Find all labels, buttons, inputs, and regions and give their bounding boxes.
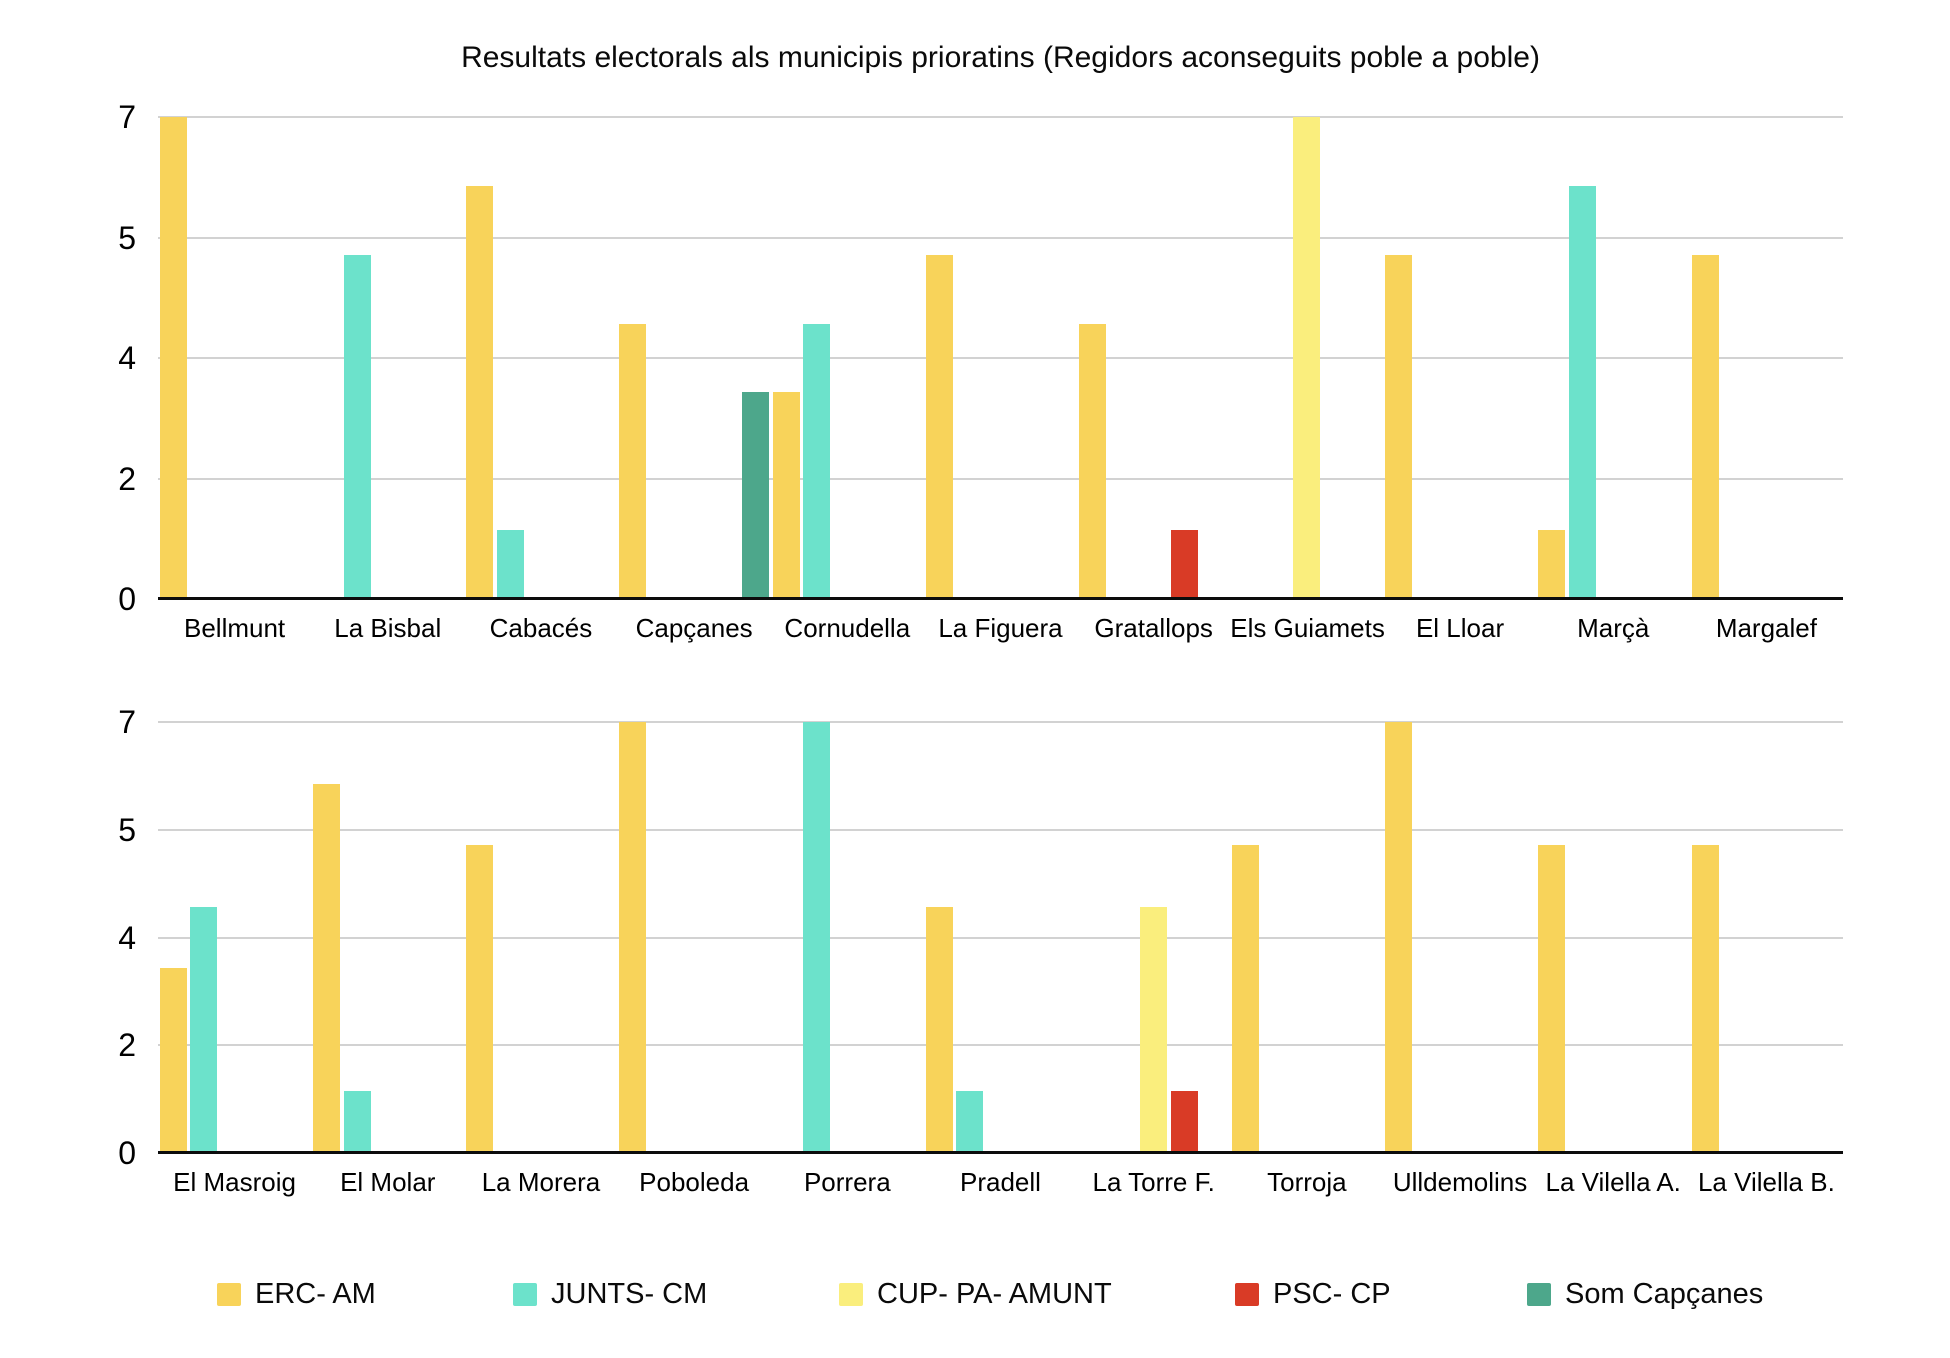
bar-el-molar-erc-am: [313, 783, 340, 1153]
bar-mar--erc-am: [1538, 530, 1566, 599]
legend-swatch-som: [1527, 1282, 1551, 1306]
x-category-label: La Morera: [481, 1167, 601, 1197]
chart-title: Resultats electorals als municipis prior…: [461, 41, 1540, 74]
y-gridline: [158, 236, 1843, 239]
legend-swatch-psc: [1235, 1282, 1259, 1306]
bar-cabac-s-erc-am: [466, 185, 494, 599]
legend-item-junts: JUNTS- CM: [513, 1278, 708, 1310]
bar-la-figuera-erc-am: [925, 254, 953, 599]
legend-swatch-cup: [839, 1282, 863, 1306]
bar-la-torre-f--cup-pa-amunt: [1140, 906, 1168, 1153]
x-category-label: Bellmunt: [184, 613, 286, 643]
bar-margalef-erc-am: [1691, 254, 1719, 599]
x-category-label: Poboleda: [639, 1167, 750, 1197]
bar-la-morera-erc-am: [466, 845, 494, 1153]
y-tick-label: 4: [118, 919, 136, 956]
bar-cap-anes-erc-am: [619, 323, 647, 599]
x-category-label: Marçà: [1577, 613, 1650, 643]
x-category-label: El Molar: [340, 1167, 436, 1197]
x-category-label: Els Guiamets: [1230, 613, 1385, 643]
x-category-label: Cabacés: [489, 613, 593, 643]
y-tick-label: 5: [118, 811, 136, 848]
y-tick-label: 2: [118, 1027, 136, 1064]
x-category-label: Porrera: [803, 1167, 891, 1197]
chart-panel-top: 7 5 4 2 0 Bellmunt La Bisbal Cabacés Capçanes Cor…: [118, 99, 1843, 643]
bar-la-torre-f--psc-cp: [1170, 1091, 1198, 1153]
x-category-label: La Figuera: [938, 613, 1063, 643]
legend-item-psc: PSC- CP: [1235, 1278, 1391, 1310]
y-tick-label: 2: [118, 460, 136, 497]
y-gridline: [158, 116, 1843, 118]
chart-panel-bottom: 7 5 4 2 0 El Masroig El Molar La Morera Poboleda…: [118, 704, 1843, 1197]
legend-label-psc: PSC- CP: [1273, 1278, 1391, 1310]
legend-label-cup: CUP- PA- AMUNT: [877, 1278, 1112, 1310]
legend-item-som: Som Capçanes: [1527, 1278, 1764, 1310]
bar-gratallops-erc-am: [1078, 323, 1106, 599]
bar-la-bisbal-junts-cm: [343, 254, 371, 599]
bar-el-lloar-erc-am: [1385, 254, 1413, 599]
bar-pradell-junts-cm: [956, 1091, 984, 1153]
bar-ulldemolins-erc-am: [1385, 722, 1413, 1153]
bar-la-vilella-b--erc-am: [1691, 845, 1719, 1153]
x-category-label: Margalef: [1715, 613, 1817, 643]
bar-torroja-erc-am: [1232, 845, 1260, 1153]
legend-label-junts: JUNTS- CM: [551, 1278, 708, 1310]
x-category-label: La Torre F.: [1092, 1167, 1215, 1197]
legend: ERC- AM JUNTS- CM CUP- PA- AMUNT PSC- CP…: [0, 1278, 1950, 1310]
legend-label-erc: ERC- AM: [255, 1278, 376, 1310]
x-category-label: Torroja: [1267, 1167, 1347, 1197]
bar-cabac-s-junts-cm: [496, 530, 524, 599]
y-gridline: [158, 936, 1843, 939]
y-tick-label: 5: [118, 219, 136, 256]
bar-cornudella-erc-am: [772, 392, 800, 599]
bar-gratallops-psc-cp: [1170, 530, 1198, 599]
x-category-label: El Masroig: [173, 1167, 296, 1197]
bar-mar--junts-cm: [1569, 185, 1597, 599]
legend-swatch-junts: [513, 1282, 537, 1306]
bar-la-vilella-a--erc-am: [1538, 845, 1566, 1153]
y-tick-label: 0: [118, 581, 136, 617]
y-tick-label: 7: [118, 99, 136, 135]
bar-bellmunt-erc-am: [159, 117, 187, 599]
x-category-label: La Vilella A.: [1545, 1167, 1681, 1197]
y-gridline: [158, 357, 1843, 359]
bar-el-masroig-junts-cm: [190, 906, 218, 1153]
bar-cap-anes-som-cap-anes: [741, 392, 769, 599]
x-axis-baseline: [158, 1151, 1843, 1154]
legend-item-cup: CUP- PA- AMUNT: [839, 1278, 1112, 1310]
x-axis-baseline: [158, 597, 1843, 600]
bar-pradell-erc-am: [925, 906, 953, 1153]
y-gridline: [158, 828, 1843, 831]
bar-poboleda-erc-am: [619, 722, 647, 1153]
x-category-label: Pradell: [960, 1167, 1041, 1197]
x-category-label: El Lloar: [1415, 613, 1505, 643]
bar-cornudella-junts-cm: [803, 323, 831, 599]
bar-porrera-junts-cm: [803, 722, 831, 1153]
y-gridline: [158, 477, 1843, 480]
bar-el-molar-junts-cm: [343, 1091, 371, 1153]
x-category-label: Ulldemolins: [1392, 1167, 1528, 1197]
y-gridline: [158, 721, 1843, 723]
legend-label-som: Som Capçanes: [1565, 1278, 1764, 1310]
legend-swatch-erc: [217, 1282, 241, 1306]
y-tick-label: 4: [118, 340, 136, 376]
x-category-label: Cornudella: [784, 613, 911, 643]
y-tick-label: 7: [118, 704, 136, 740]
y-gridline: [158, 1044, 1843, 1047]
legend-item-erc: ERC- AM: [217, 1278, 376, 1310]
x-category-label: La Vilella B.: [1697, 1167, 1835, 1197]
x-category-label: La Bisbal: [334, 613, 442, 643]
x-category-label: Gratallops: [1094, 613, 1213, 643]
y-tick-label: 0: [118, 1135, 136, 1171]
bar-el-masroig-erc-am: [159, 968, 187, 1153]
x-category-label: Capçanes: [635, 613, 753, 643]
bar-els-guiamets-cup-pa-amunt: [1293, 117, 1321, 599]
